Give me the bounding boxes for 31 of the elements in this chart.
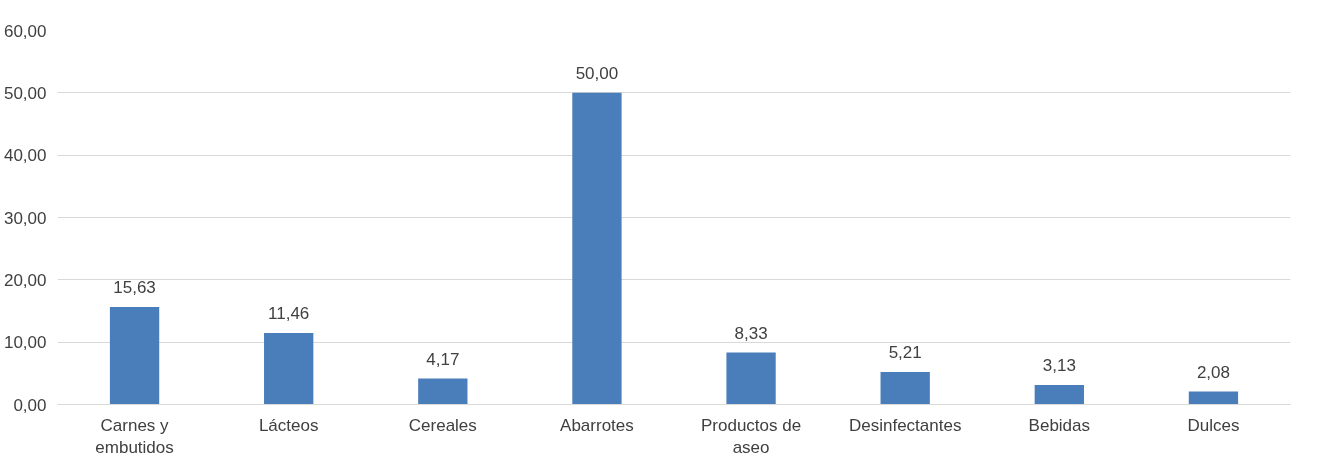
bar [572,92,622,405]
y-tick-label: 50,00 [3,83,47,103]
y-tick-label: 20,00 [3,270,47,290]
data-label: 3,13 [1042,355,1076,375]
data-label: 2,08 [1196,362,1230,382]
y-tick-label: 60,00 [3,21,47,41]
y-tick-label: 40,00 [3,146,47,166]
data-label: 50,00 [575,63,619,83]
x-tick-label: Lácteos [258,415,319,435]
x-tick-label: Carnes y embutidos [95,415,174,458]
x-tick-label: Desinfectantes [848,415,962,435]
y-tick-label: 10,00 [3,333,47,353]
x-tick-label: Dulces [1187,415,1240,435]
bar [1188,391,1239,405]
bar [1034,384,1084,405]
data-label: 8,33 [734,323,768,343]
y-tick-label: 0,00 [13,395,47,415]
x-tick-label: Bebidas [1028,415,1091,435]
bar [418,378,468,405]
bar [264,333,314,405]
y-tick-label: 30,00 [3,208,47,228]
bar [726,352,776,405]
x-tick-label: Productos de aseo [700,415,802,458]
data-label: 4,17 [426,349,460,369]
data-label: 11,46 [268,304,310,324]
bar [880,372,930,405]
data-label: 5,21 [888,343,922,363]
data-label: 15,63 [113,278,156,298]
bar [109,307,160,405]
x-tick-label: Abarrotes [560,415,634,435]
x-tick-label: Cereales [408,415,477,435]
